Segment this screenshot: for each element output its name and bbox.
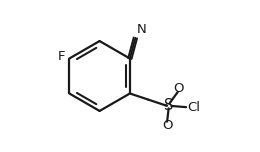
Text: Cl: Cl: [187, 101, 200, 114]
Text: N: N: [137, 23, 147, 36]
Text: O: O: [162, 119, 172, 132]
Text: O: O: [173, 82, 184, 95]
Text: S: S: [164, 98, 173, 113]
Text: F: F: [57, 50, 65, 64]
